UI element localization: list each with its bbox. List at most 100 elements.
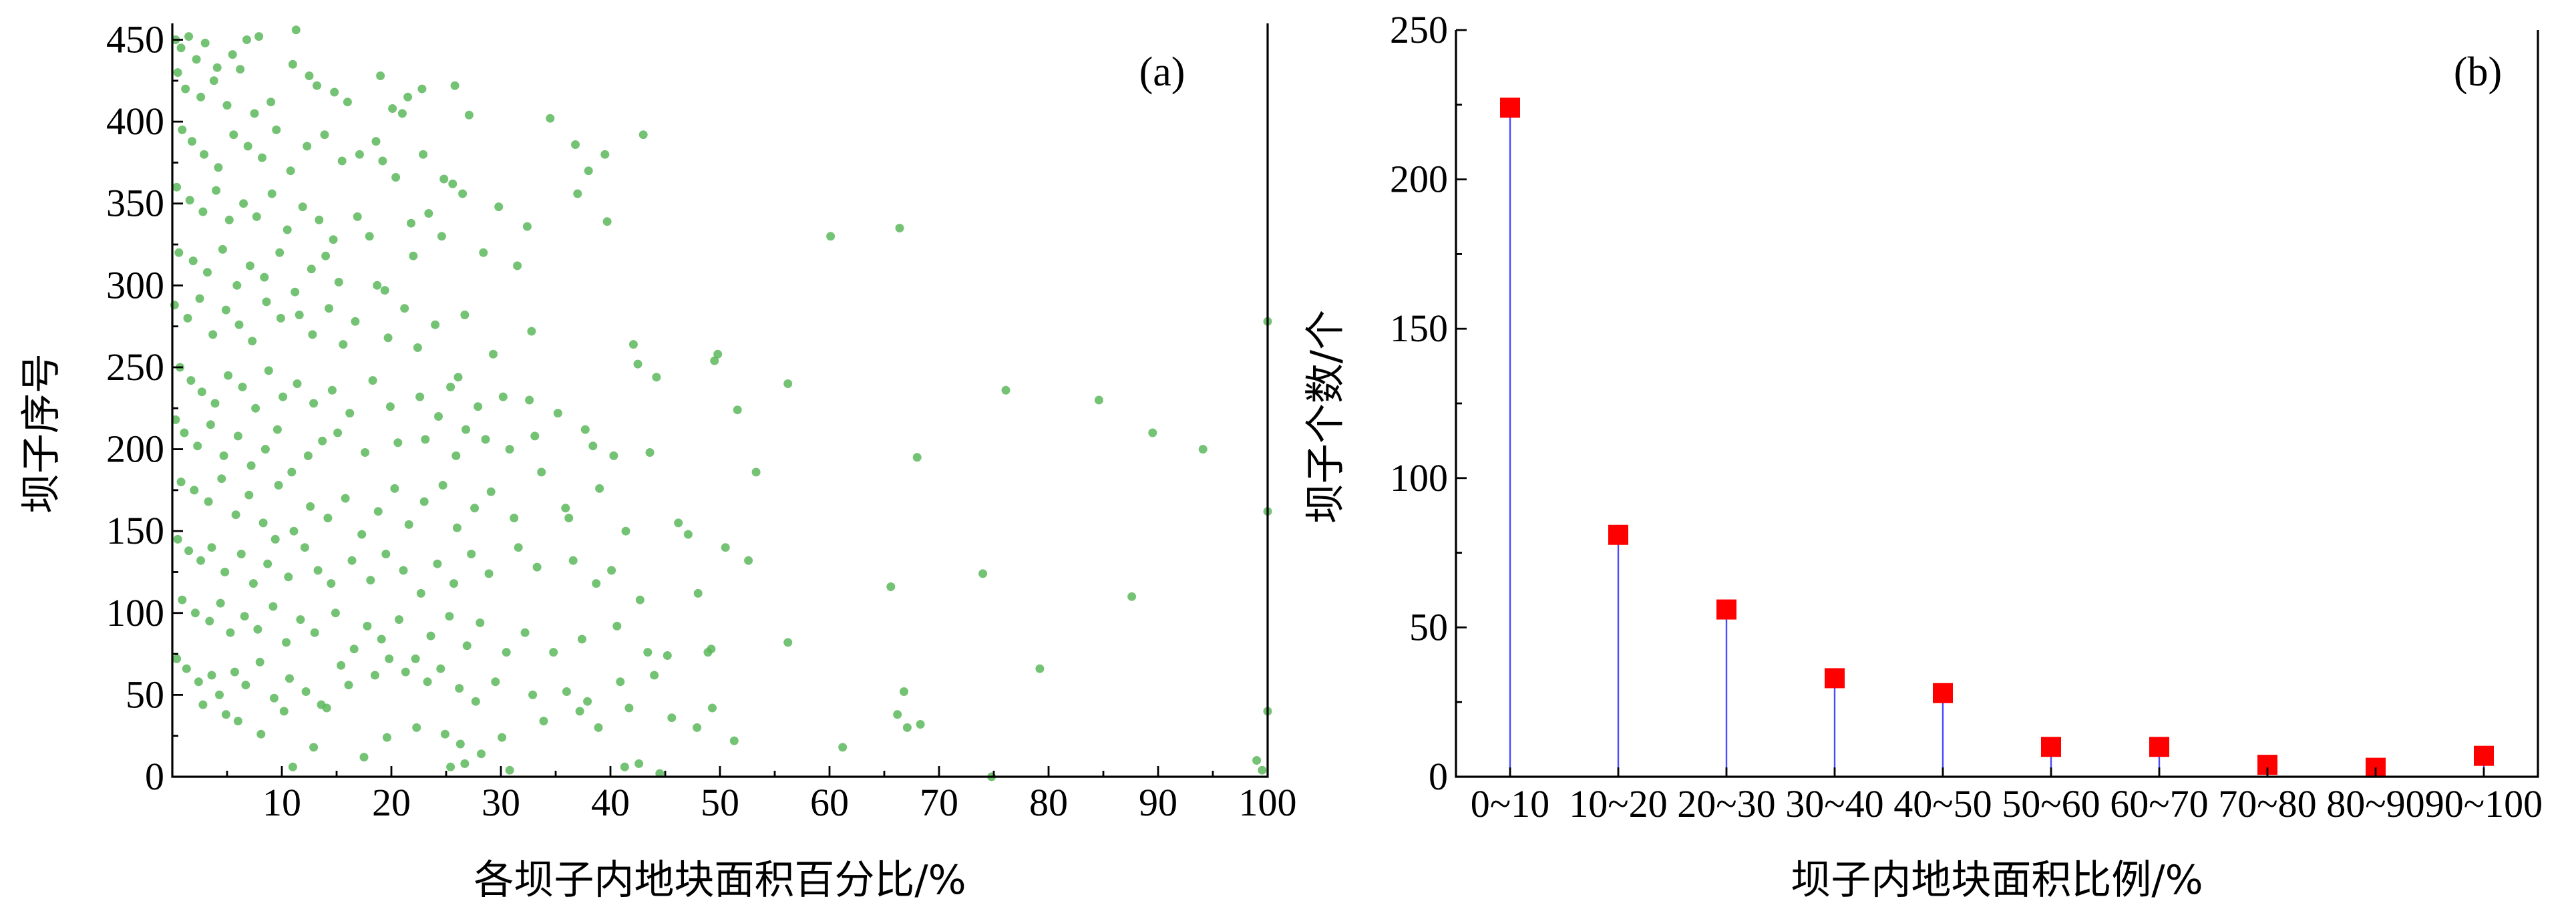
scatter-point: [1252, 756, 1262, 765]
scatter-point: [359, 753, 369, 762]
scatter-point: [729, 736, 739, 745]
scatter-point: [244, 490, 254, 500]
scatter-point: [838, 743, 848, 752]
scatter-point: [413, 343, 422, 352]
scatter-point: [674, 518, 683, 528]
scatter-point: [303, 142, 312, 151]
scatter-point: [226, 628, 235, 637]
scatter-point: [305, 71, 314, 80]
scatter-y-tick-label: 100: [106, 591, 164, 634]
scatter-point: [498, 392, 508, 401]
scatter-point: [520, 628, 530, 637]
scatter-point: [527, 327, 536, 336]
stem-marker: [2474, 745, 2494, 766]
scatter-point: [471, 697, 480, 706]
scatter-point: [477, 749, 486, 759]
scatter-point: [218, 244, 227, 254]
scatter-point: [476, 618, 485, 627]
scatter-point: [186, 376, 196, 385]
scatter-point: [343, 98, 352, 107]
scatter-point: [592, 579, 601, 588]
scatter-point: [1198, 445, 1208, 454]
scatter-point: [207, 671, 216, 680]
scatter-point: [1148, 428, 1157, 437]
scatter-point: [260, 445, 270, 454]
stem-x-tick-label: 40~50: [1893, 782, 1992, 826]
scatter-y-tick-label: 200: [106, 427, 164, 471]
scatter-point: [194, 677, 203, 687]
scatter-point: [306, 502, 315, 511]
scatter-point: [264, 366, 273, 375]
scatter-point: [349, 645, 359, 654]
scatter-point: [407, 218, 415, 228]
scatter-point: [234, 320, 244, 329]
scatter-point: [246, 461, 256, 470]
scatter-point: [334, 277, 343, 287]
scatter-point: [219, 451, 228, 460]
scatter-point: [612, 621, 622, 630]
scatter-point: [431, 320, 440, 329]
scatter-point: [510, 514, 519, 523]
scatter-point: [236, 550, 246, 558]
scatter-point: [616, 677, 625, 687]
scatter-point: [309, 399, 319, 408]
scatter-point: [416, 588, 425, 598]
scatter-point: [295, 311, 304, 319]
stem-x-tick-label: 30~40: [1785, 782, 1883, 826]
scatter-point: [633, 359, 642, 369]
scatter-point: [366, 576, 375, 585]
scatter-point: [240, 612, 249, 621]
scatter-point: [224, 371, 233, 380]
scatter-point: [329, 235, 338, 244]
scatter-point: [256, 729, 266, 739]
stem-y-tick-label: 200: [1390, 158, 1448, 201]
scatter-point: [455, 739, 465, 749]
scatter-point: [252, 212, 261, 221]
scatter-point: [185, 196, 194, 205]
stem-x-axis-label: 坝子内地块面积比例/%: [1791, 857, 2203, 904]
scatter-point: [331, 608, 340, 618]
scatter-point: [242, 35, 251, 44]
scatter-point: [464, 110, 474, 120]
scatter-point: [200, 38, 210, 47]
scatter-point: [502, 648, 511, 657]
scatter-point: [345, 409, 355, 418]
scatter-point: [198, 700, 208, 709]
scatter-point: [433, 559, 442, 568]
scatter-point: [645, 448, 655, 457]
scatter-point: [900, 687, 908, 696]
scatter-point: [484, 569, 494, 578]
scatter-point: [385, 402, 395, 411]
scatter-panel: 10 20 30 40 50 60 70 80 90 100 0 50 100 150 200 250 300…: [18, 18, 1297, 904]
scatter-y-tick-label: 0: [145, 755, 164, 798]
scatter-point: [421, 435, 430, 444]
stem-lines: [1509, 108, 2485, 777]
scatter-x-tick-label: 90: [1139, 781, 1177, 824]
scatter-point: [373, 507, 383, 516]
scatter-point: [276, 313, 285, 323]
scatter-point: [399, 566, 408, 575]
stem-y-ticks: 0 50 100 150 200 250: [1390, 8, 1467, 798]
scatter-point: [912, 453, 922, 462]
scatter-point: [380, 286, 389, 295]
scatter-point: [397, 109, 407, 118]
scatter-point: [710, 356, 719, 365]
scatter-point: [274, 481, 283, 490]
scatter-y-tick-label: 450: [106, 18, 164, 61]
scatter-point: [381, 550, 391, 558]
scatter-point: [293, 379, 302, 388]
scatter-y-ticks: 0 50 100 150 200 250 300 350 400 450: [106, 18, 183, 798]
scatter-point: [337, 156, 347, 166]
scatter-point: [258, 153, 266, 162]
scatter-point: [288, 762, 297, 771]
scatter-point: [537, 468, 546, 477]
scatter-point: [584, 166, 593, 176]
scatter-point: [426, 631, 435, 641]
scatter-point: [327, 579, 336, 588]
scatter-point: [195, 294, 204, 303]
scatter-point: [602, 217, 612, 226]
scatter-point: [624, 703, 634, 713]
scatter-point: [344, 681, 353, 690]
scatter-point: [522, 222, 532, 231]
scatter-point: [446, 762, 455, 771]
